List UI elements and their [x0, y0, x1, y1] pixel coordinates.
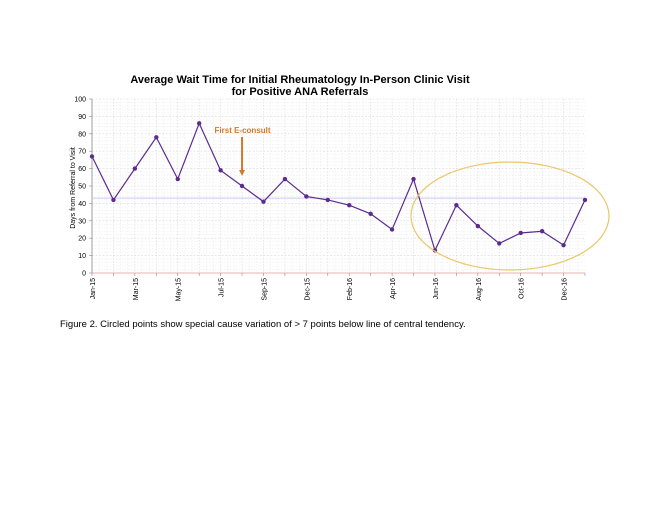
data-point — [111, 197, 116, 203]
x-tick-label: Jul-15 — [219, 278, 226, 297]
x-tick-label: Jun-16 — [433, 278, 440, 300]
series-polyline — [91, 121, 586, 253]
y-tick-label: 60 — [78, 166, 86, 173]
y-tick-label: 90 — [78, 114, 86, 121]
e-consult-annotation: First E-consult — [215, 126, 271, 176]
x-tick-label: Jan-15 — [90, 278, 97, 300]
chart-title-line-2: for Positive ANA Referrals — [231, 86, 369, 98]
data-point — [454, 202, 459, 208]
y-tick-label: 30 — [78, 218, 86, 225]
annotation-arrow-head — [239, 170, 246, 176]
data-point — [368, 211, 373, 217]
x-tick-label: May-15 — [176, 278, 183, 301]
y-tick-label: 0 — [82, 271, 86, 278]
data-point — [175, 176, 180, 182]
data-point — [261, 199, 266, 204]
data-point — [411, 176, 416, 182]
x-tick-label: Apr-16 — [390, 278, 397, 299]
y-axis-label: Days from Referral to Visit — [70, 147, 77, 229]
y-tick-label: 100 — [74, 97, 86, 104]
data-point — [304, 194, 309, 199]
chart-title: Average Wait Time for Initial Rheumatolo… — [90, 74, 510, 98]
x-tick-label: Oct-16 — [519, 278, 526, 299]
data-point — [497, 241, 502, 246]
data-point — [389, 227, 395, 232]
x-tick-label: Dec-15 — [304, 278, 311, 301]
x-tick-label: Feb-16 — [347, 278, 354, 300]
y-tick-label: 10 — [78, 253, 86, 260]
data-point — [347, 202, 352, 208]
data-point — [539, 229, 545, 234]
data-point — [475, 223, 481, 229]
highlight-ellipse — [410, 161, 610, 271]
x-tick-label: Sep-15 — [261, 278, 268, 301]
data-point — [154, 135, 159, 140]
series-line — [91, 121, 586, 253]
x-axis-ticks: Jan-15 Mar-15 May-15 Jul-15 Sep-15 Dec-15 Feb-… — [90, 273, 586, 301]
data-point — [196, 121, 202, 126]
data-point — [582, 197, 588, 203]
grid — [91, 98, 585, 274]
annotation-label: First E-consult — [215, 126, 271, 135]
data-point — [239, 183, 245, 189]
x-tick-label: Mar-15 — [133, 278, 140, 300]
x-tick-label: Dec-16 — [562, 278, 569, 301]
data-point — [325, 197, 330, 203]
x-tick-label: Aug-16 — [476, 278, 483, 301]
data-point — [561, 242, 566, 248]
chart-title-line-1: Average Wait Time for Initial Rheumatolo… — [130, 74, 470, 86]
figure-caption: Figure 2. Circled points show special ca… — [60, 319, 466, 330]
y-tick-label: 40 — [78, 201, 86, 208]
data-point — [132, 166, 138, 171]
y-tick-label: 80 — [78, 131, 86, 138]
data-point — [218, 168, 223, 173]
y-tick-label: 20 — [78, 236, 86, 243]
data-point — [282, 176, 288, 182]
y-tick-label: 70 — [78, 149, 86, 156]
data-point — [518, 230, 523, 236]
special-cause-ellipse — [410, 161, 610, 271]
y-tick-label: 50 — [78, 184, 86, 191]
y-axis-ticks: 0 10 20 30 40 50 60 70 80 90 100 — [74, 97, 92, 278]
data-points — [89, 121, 588, 253]
data-point — [89, 154, 95, 159]
